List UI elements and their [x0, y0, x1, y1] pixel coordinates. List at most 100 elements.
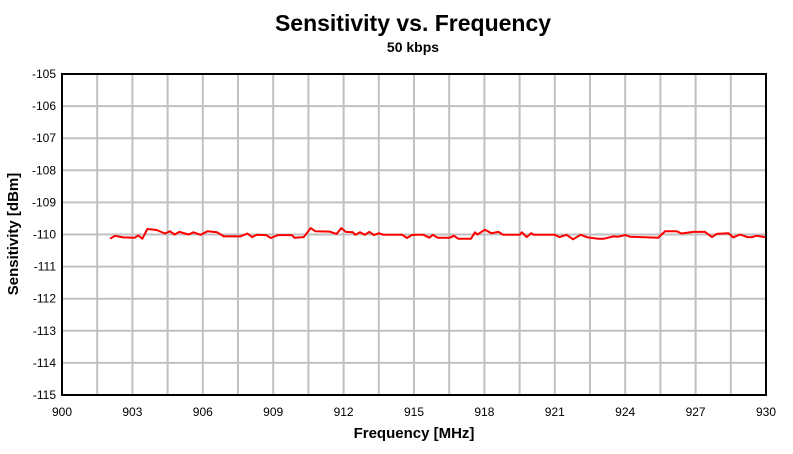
data-point — [251, 236, 253, 238]
x-axis-label: Frequency [MHz] — [354, 425, 475, 442]
data-point — [554, 234, 556, 236]
data-point — [732, 236, 734, 239]
data-point — [586, 236, 589, 239]
data-point — [525, 236, 528, 238]
data-point — [715, 233, 718, 235]
data-point — [155, 229, 158, 231]
x-tick-label: 915 — [404, 405, 424, 419]
y-tick-labels: -105 -106 -107 -108 -109 -110 -111 -112 -113 -114… — [32, 67, 56, 402]
data-point — [415, 234, 418, 236]
data-point — [378, 232, 380, 235]
data-point — [484, 228, 486, 231]
x-tick-label: 921 — [545, 405, 565, 419]
data-point — [449, 236, 451, 239]
data-point — [363, 234, 366, 236]
data-point — [704, 231, 706, 233]
data-point — [680, 232, 683, 235]
y-tick-label: -115 — [33, 388, 56, 402]
data-point — [169, 230, 171, 233]
data-point — [293, 236, 296, 239]
data-point — [629, 235, 631, 238]
data-point — [476, 233, 479, 236]
data-point — [612, 235, 615, 238]
data-point — [137, 234, 140, 237]
data-point — [565, 234, 568, 236]
x-tick-labels: 900 903 906 909 912 915 918 921 924 927 930 — [52, 405, 776, 419]
x-tick-label: 927 — [686, 405, 706, 419]
data-point — [457, 237, 460, 240]
data-point — [373, 234, 375, 236]
data-point — [530, 232, 533, 235]
data-point — [624, 234, 626, 236]
y-tick-label: -112 — [33, 292, 56, 306]
y-tick-label: -105 — [32, 67, 56, 81]
data-point — [597, 237, 600, 240]
data-point — [246, 232, 249, 235]
data-point — [255, 234, 258, 236]
data-point — [199, 234, 202, 236]
data-point — [579, 234, 582, 236]
y-tick-label: -111 — [34, 260, 57, 274]
data-point — [692, 231, 695, 233]
data-point — [354, 234, 357, 236]
data-point — [436, 236, 439, 239]
data-point — [431, 234, 434, 236]
data-point — [558, 236, 561, 238]
data-point — [617, 235, 619, 238]
y-tick-label: -110 — [33, 228, 56, 242]
data-point — [141, 237, 144, 240]
data-point — [335, 233, 338, 235]
sensitivity-line — [110, 227, 765, 241]
chart-subtitle: 50 kbps — [387, 39, 439, 55]
x-tick-label: 930 — [756, 405, 776, 419]
data-point — [114, 234, 116, 237]
data-point — [291, 234, 293, 236]
x-tick-label: 918 — [474, 405, 494, 419]
data-point — [345, 231, 347, 233]
data-point — [302, 236, 305, 238]
y-tick-label: -114 — [33, 356, 56, 370]
data-point — [133, 236, 136, 239]
data-point — [368, 231, 371, 233]
data-point — [314, 230, 317, 233]
data-point — [657, 236, 659, 239]
data-point — [518, 234, 521, 236]
data-point — [359, 231, 361, 234]
y-axis-label: Sensitivity [dBm] — [5, 173, 22, 296]
data-point — [521, 231, 523, 234]
data-point — [676, 230, 678, 233]
data-point — [727, 232, 730, 235]
data-point — [497, 231, 500, 233]
y-tick-label: -113 — [33, 324, 56, 338]
x-tick-label: 924 — [615, 405, 635, 419]
x-tick-label: 903 — [122, 405, 142, 419]
data-point — [470, 237, 472, 240]
data-point — [187, 233, 190, 236]
data-point — [711, 236, 713, 238]
data-point — [277, 234, 279, 236]
data-point — [532, 234, 535, 236]
data-point — [122, 236, 124, 239]
data-point — [206, 230, 209, 233]
data-point — [406, 237, 408, 239]
data-point — [109, 237, 112, 240]
x-tick-label: 906 — [193, 405, 213, 419]
data-point — [164, 232, 166, 235]
y-tick-label: -108 — [32, 163, 56, 177]
data-point — [490, 232, 493, 235]
data-point — [382, 234, 385, 236]
y-tick-label: -107 — [32, 131, 56, 145]
data-point — [192, 231, 195, 234]
series-group — [109, 227, 766, 241]
data-point — [216, 231, 218, 234]
data-point — [410, 234, 413, 236]
data-point — [755, 234, 758, 237]
data-point — [328, 230, 331, 233]
y-tick-label: -106 — [32, 99, 56, 113]
data-point — [401, 234, 404, 236]
plot-frame — [61, 73, 767, 396]
x-tick-label: 912 — [334, 405, 354, 419]
data-point — [751, 236, 753, 238]
x-tick-label: 900 — [52, 405, 72, 419]
